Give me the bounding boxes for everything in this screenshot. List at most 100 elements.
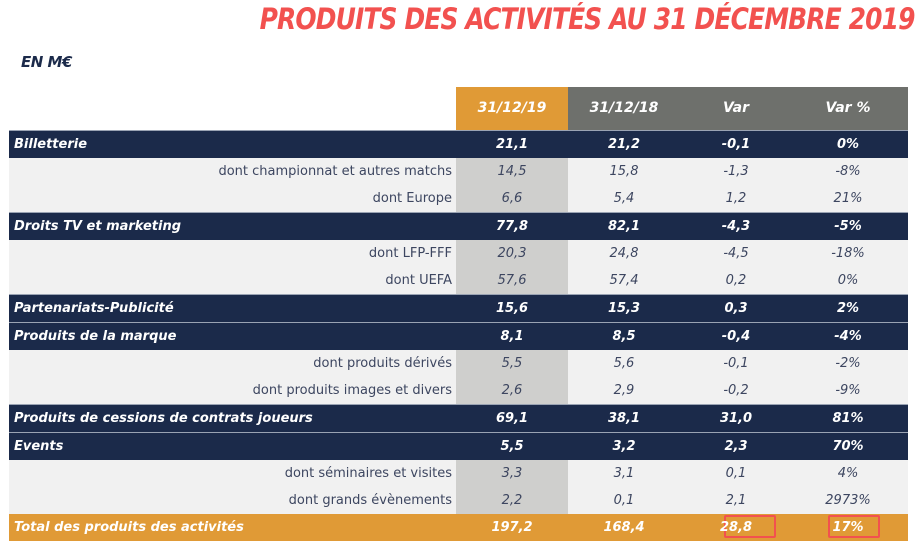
- row-label: Partenariats-Publicité: [14, 301, 174, 316]
- row-label: Billetterie: [14, 137, 88, 152]
- row-label: Droits TV et marketing: [14, 219, 182, 234]
- header-var: Var: [722, 100, 750, 116]
- value-2018: 3,1: [613, 466, 635, 481]
- header-var-pct: Var %: [825, 100, 871, 116]
- subcategory-row: dont UEFA 57,6 57,4 0,2 0%: [9, 267, 908, 294]
- header-2018: 31/12/18: [589, 100, 659, 116]
- value-var-pct: -8%: [835, 164, 861, 179]
- total-row: Total des produits des activités 197,2 1…: [9, 514, 908, 541]
- category-row: Produits de cessions de contrats joueurs…: [9, 404, 908, 432]
- header-2019: 31/12/19: [456, 87, 568, 130]
- value-2018: 15,3: [607, 301, 641, 316]
- value-2019: 2,2: [456, 487, 568, 514]
- value-var: -1,3: [723, 164, 749, 179]
- value-var-pct: 70%: [832, 439, 864, 454]
- value-var-pct: -18%: [831, 246, 865, 261]
- revenue-table: 31/12/19 31/12/18 Var Var % Billetterie 2…: [9, 87, 908, 541]
- value-2018: 21,2: [607, 137, 641, 152]
- value-2018: 5,4: [613, 191, 635, 206]
- value-var-pct: -5%: [834, 219, 862, 234]
- value-var: 0,1: [725, 466, 747, 481]
- value-2019: 2,6: [456, 377, 568, 404]
- value-2018: 82,1: [607, 219, 641, 234]
- value-2019: 57,6: [456, 267, 568, 294]
- row-label: Produits de la marque: [14, 329, 177, 344]
- row-label: dont Europe: [372, 191, 452, 206]
- total-2019: 197,2: [491, 520, 533, 535]
- row-label: dont championnat et autres matchs: [218, 164, 452, 179]
- row-label: Events: [14, 439, 64, 454]
- value-2018: 3,2: [612, 439, 636, 454]
- highlight-box-var-pct: [828, 515, 880, 538]
- value-var: 0,2: [725, 273, 747, 288]
- value-var: -0,2: [723, 383, 749, 398]
- value-var: -4,5: [723, 246, 749, 261]
- value-var-pct: 4%: [837, 466, 859, 481]
- subcategory-row: dont grands évènements 2,2 0,1 2,1 2973%: [9, 487, 908, 514]
- value-var-pct: -2%: [835, 356, 861, 371]
- value-var: -0,1: [723, 356, 749, 371]
- value-var-pct: -4%: [834, 329, 862, 344]
- row-label: Produits de cessions de contrats joueurs: [14, 411, 313, 426]
- value-var: -4,3: [721, 219, 751, 234]
- row-label: dont UEFA: [385, 273, 452, 288]
- row-label: dont produits images et divers: [252, 383, 452, 398]
- value-2018: 57,4: [609, 273, 639, 288]
- value-2019: 5,5: [500, 439, 524, 454]
- row-label: dont séminaires et visites: [284, 466, 452, 481]
- value-2019: 14,5: [456, 158, 568, 185]
- category-row: Partenariats-Publicité 15,6 15,3 0,3 2%: [9, 294, 908, 322]
- category-row: Events 5,5 3,2 2,3 70%: [9, 432, 908, 460]
- row-label: dont produits dérivés: [313, 356, 452, 371]
- subcategory-row: dont championnat et autres matchs 14,5 15,…: [9, 158, 908, 185]
- value-var-pct: 81%: [832, 411, 864, 426]
- value-2018: 2,9: [613, 383, 635, 398]
- value-var-pct: 2973%: [825, 493, 871, 508]
- value-var: 0,3: [724, 301, 748, 316]
- value-var: -0,4: [721, 329, 751, 344]
- value-2019: 3,3: [456, 460, 568, 487]
- value-var: 31,0: [719, 411, 753, 426]
- total-label: Total des produits des activités: [14, 520, 244, 535]
- subcategory-row: dont séminaires et visites 3,3 3,1 0,1 4%: [9, 460, 908, 487]
- value-2019: 6,6: [456, 185, 568, 212]
- highlight-box-var: [724, 515, 776, 538]
- value-var: 1,2: [725, 191, 747, 206]
- subcategory-row: dont produits images et divers 2,6 2,9 -0,2…: [9, 377, 908, 404]
- value-2019: 21,1: [495, 137, 529, 152]
- value-2018: 0,1: [613, 493, 635, 508]
- value-2018: 24,8: [609, 246, 639, 261]
- value-2019: 69,1: [495, 411, 529, 426]
- total-2018: 168,4: [603, 520, 645, 535]
- value-2019: 8,1: [500, 329, 524, 344]
- table-header: 31/12/19 31/12/18 Var Var %: [9, 87, 908, 130]
- value-2018: 5,6: [613, 356, 635, 371]
- value-var: -0,1: [721, 137, 751, 152]
- unit-label: EN M€: [21, 53, 72, 71]
- page-title: PRODUITS DES ACTIVITÉS AU 31 DÉCEMBRE 20…: [260, 2, 916, 36]
- row-label: dont grands évènements: [288, 493, 452, 508]
- value-var-pct: 0%: [837, 273, 859, 288]
- category-row: Droits TV et marketing 77,8 82,1 -4,3 -5%: [9, 212, 908, 240]
- value-var-pct: 21%: [833, 191, 863, 206]
- subcategory-row: dont produits dérivés 5,5 5,6 -0,1 -2%: [9, 350, 908, 377]
- subcategory-row: dont Europe 6,6 5,4 1,2 21%: [9, 185, 908, 212]
- value-2019: 20,3: [456, 240, 568, 267]
- header-gray-band: [568, 87, 908, 130]
- value-var-pct: 2%: [836, 301, 860, 316]
- category-row: Produits de la marque 8,1 8,5 -0,4 -4%: [9, 322, 908, 350]
- value-2018: 15,8: [609, 164, 639, 179]
- value-var-pct: 0%: [836, 137, 860, 152]
- value-2018: 8,5: [612, 329, 636, 344]
- value-2019: 5,5: [456, 350, 568, 377]
- subcategory-row: dont LFP-FFF 20,3 24,8 -4,5 -18%: [9, 240, 908, 267]
- total-var-pct: 17%: [832, 520, 864, 535]
- value-var: 2,3: [724, 439, 748, 454]
- value-2019: 77,8: [495, 219, 529, 234]
- value-var-pct: -9%: [835, 383, 861, 398]
- value-2019: 15,6: [495, 301, 529, 316]
- total-var: 28,8: [719, 520, 753, 535]
- table-body: Billetterie 21,1 21,2 -0,1 0% dont championna…: [9, 130, 908, 514]
- row-label: dont LFP-FFF: [368, 246, 452, 261]
- value-var: 2,1: [725, 493, 747, 508]
